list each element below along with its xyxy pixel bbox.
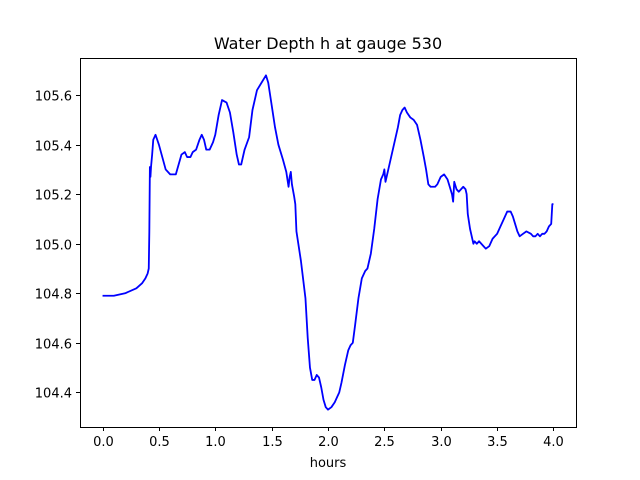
x-tick-label: 3.0 bbox=[431, 435, 452, 450]
x-tick-label: 4.0 bbox=[543, 435, 564, 450]
x-tick-label: 1.5 bbox=[262, 435, 283, 450]
x-axis-label: hours bbox=[310, 456, 347, 471]
series-line-0 bbox=[102, 74, 554, 411]
y-tick-label: 104.8 bbox=[35, 288, 72, 303]
x-tick-label: 2.5 bbox=[374, 435, 395, 450]
y-tick-label: 104.4 bbox=[35, 387, 72, 402]
y-axis: 104.4 104.6 104.8 105.0 105.2 105.4 105.6 bbox=[35, 90, 80, 402]
y-tick-label: 105.0 bbox=[35, 239, 72, 254]
x-tick-label: 1.0 bbox=[205, 435, 226, 450]
x-axis: 0.0 0.5 1.0 1.5 2.0 2.5 3.0 3.5 4.0 bbox=[93, 427, 564, 450]
plot-area bbox=[102, 74, 554, 411]
chart-title: Water Depth h at gauge 530 bbox=[214, 34, 442, 53]
x-tick-label: 0.0 bbox=[93, 435, 114, 450]
y-tick-label: 105.4 bbox=[35, 140, 72, 155]
x-tick-label: 3.5 bbox=[487, 435, 508, 450]
x-tick-label: 2.0 bbox=[318, 435, 339, 450]
y-tick-label: 104.6 bbox=[35, 338, 72, 353]
y-tick-label: 105.6 bbox=[35, 90, 72, 105]
x-tick-label: 0.5 bbox=[149, 435, 170, 450]
y-tick-label: 105.2 bbox=[35, 189, 72, 204]
